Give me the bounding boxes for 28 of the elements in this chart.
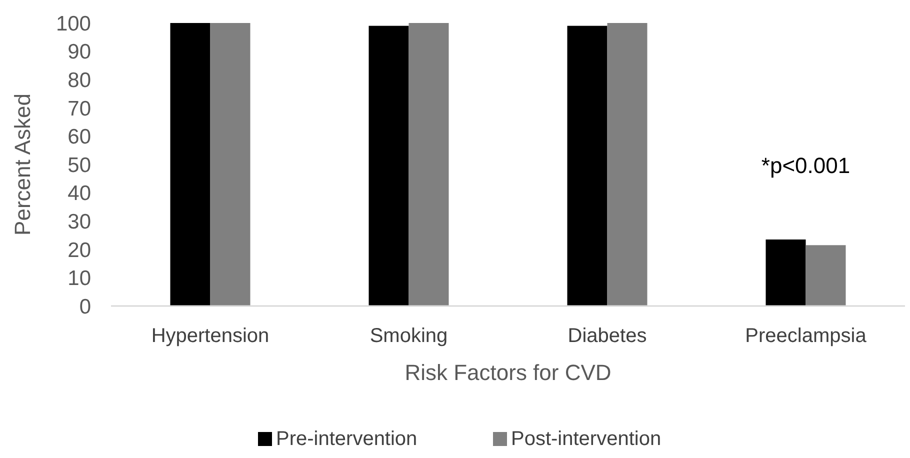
y-tick-label: 10 — [68, 267, 91, 290]
legend-label: Pre-intervention — [276, 428, 418, 450]
y-tick-label: 30 — [68, 210, 91, 234]
bar — [567, 26, 608, 306]
y-tick-label: 60 — [68, 126, 91, 149]
y-tick-label: 40 — [68, 182, 91, 206]
bar — [210, 23, 250, 306]
y-axis-title: Percent Asked — [10, 94, 35, 236]
x-tick-label: Smoking — [370, 325, 448, 347]
bar — [766, 239, 806, 306]
bar — [170, 23, 210, 306]
y-tick-label: 70 — [68, 97, 91, 120]
y-tick-label: 0 — [79, 295, 91, 318]
y-tick-label: 50 — [68, 154, 91, 177]
y-tick-label: 20 — [68, 238, 91, 262]
y-tick-label: 100 — [56, 12, 91, 36]
annotation: *p<0.001 — [761, 153, 850, 178]
legend-label: Post-intervention — [511, 428, 662, 450]
x-tick-label: Diabetes — [568, 325, 647, 347]
bar — [806, 245, 846, 306]
bar — [408, 23, 449, 306]
x-tick-label: Hypertension — [151, 325, 270, 347]
y-tick-label: 90 — [68, 40, 91, 64]
y-tick-label: 80 — [68, 68, 91, 92]
bar — [607, 23, 648, 306]
x-axis-title: Risk Factors for CVD — [404, 360, 612, 385]
x-tick-label: Preeclampsia — [745, 325, 868, 347]
bar — [368, 26, 409, 306]
